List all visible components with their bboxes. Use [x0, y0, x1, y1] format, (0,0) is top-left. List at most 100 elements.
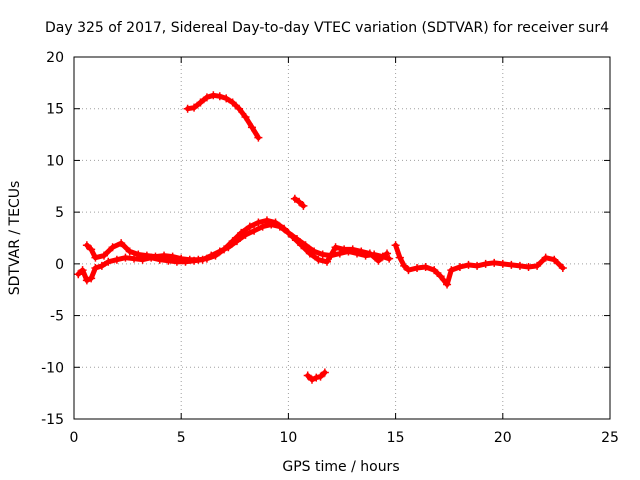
y-tick-label: 15 [46, 102, 64, 118]
y-tick-label: 10 [46, 153, 64, 169]
data-point-marker [91, 253, 100, 262]
data-point-marker [130, 254, 139, 263]
series-arc-low [303, 368, 329, 384]
data-point-marker [443, 280, 452, 289]
data-point-marker [112, 255, 121, 264]
data-point-marker [507, 260, 516, 269]
data-point-marker [436, 272, 445, 281]
y-axis-label: SDTVAR / TECUs [7, 181, 23, 296]
data-point-marker [550, 255, 559, 264]
data-point-marker [254, 133, 263, 142]
data-point-marker [241, 112, 250, 121]
data-point-marker [245, 222, 254, 231]
data-point-marker [413, 263, 422, 272]
data-point-marker [280, 224, 289, 233]
data-point-marker [235, 104, 244, 113]
data-point-marker [194, 255, 203, 264]
data-point-marker [91, 263, 100, 272]
x-axis-label: GPS time / hours [282, 459, 399, 475]
data-point-marker [297, 241, 306, 250]
y-tick-label: 5 [55, 205, 64, 221]
data-point-marker [455, 262, 464, 271]
data-point-marker [295, 197, 304, 206]
data-point-marker [121, 253, 130, 262]
data-point-marker [558, 263, 567, 272]
y-tick-label: -5 [50, 309, 64, 325]
data-point-marker [228, 237, 237, 246]
data-point-marker [220, 245, 229, 254]
data-point-marker [404, 266, 413, 275]
data-point-marker [134, 250, 143, 259]
data-point-marker [190, 103, 199, 112]
data-point-marker [247, 123, 256, 132]
data-point-marker [168, 252, 177, 261]
data-point-marker [340, 245, 349, 254]
plot-frame [73, 56, 611, 420]
x-tick-label: 5 [177, 430, 186, 446]
data-point-marker [314, 255, 323, 264]
x-tick-label: 0 [70, 430, 79, 446]
data-point-marker [211, 251, 220, 260]
data-point-marker [331, 243, 340, 252]
data-point-marker [288, 232, 297, 241]
data-point-marker [385, 254, 394, 263]
series-band [185, 92, 261, 141]
data-point-marker [262, 216, 271, 225]
data-point-marker [383, 249, 392, 258]
data-point-marker [151, 252, 160, 261]
x-tick-label: 10 [279, 430, 297, 446]
data-point-marker [348, 245, 357, 254]
data-point-marker [87, 245, 96, 254]
data-point-marker [82, 241, 91, 250]
x-tick-label: 20 [494, 430, 512, 446]
y-tick-label: -15 [41, 412, 64, 428]
data-point-marker [305, 249, 314, 258]
data-point-marker [142, 251, 151, 260]
data-point-marker [125, 247, 134, 256]
data-point-marker [74, 270, 83, 279]
data-point-marker [215, 92, 224, 101]
data-point-marker [515, 261, 524, 270]
y-tick-label: 0 [55, 257, 64, 273]
data-point-marker [395, 253, 404, 262]
data-point-marker [78, 266, 87, 275]
series-arc-high [183, 91, 263, 142]
data-point-marker [117, 239, 126, 248]
data-point-marker [108, 243, 117, 252]
data-point-marker [237, 228, 246, 237]
data-point-marker [290, 194, 299, 203]
data-point-marker [498, 259, 507, 268]
x-tick-label: 25 [601, 430, 619, 446]
data-point-marker [228, 98, 237, 107]
series-arc-short [290, 194, 308, 210]
data-point-marker [421, 262, 430, 271]
data-point-marker [400, 261, 409, 270]
data-point-marker [464, 260, 473, 269]
series-arc-main-3 [391, 241, 567, 289]
data-point-marker [185, 255, 194, 264]
data-point-marker [316, 372, 325, 381]
data-point-marker [97, 261, 106, 270]
x-tick-label: 15 [387, 430, 405, 446]
data-point-marker [160, 251, 169, 260]
data-point-marker [322, 257, 331, 266]
data-point-marker [533, 261, 542, 270]
data-point-marker [250, 226, 259, 235]
data-point-marker [299, 201, 308, 210]
data-point-marker [82, 276, 91, 285]
data-point-marker [202, 254, 211, 263]
data-point-marker [196, 98, 205, 107]
data-point-marker [374, 256, 383, 265]
data-point-marker [222, 94, 231, 103]
data-point-marker [447, 266, 456, 275]
data-point-marker [307, 375, 316, 384]
data-point-marker [254, 218, 263, 227]
axis-ticks: 0 5 10 15 20 25 -15 -10 -5 0 5 10 15 20 [41, 50, 619, 446]
data-point-marker [312, 373, 321, 382]
data-point-marker [391, 241, 400, 250]
data-point-marker [541, 253, 550, 262]
data-point-marker [209, 91, 218, 100]
data-point-marker [320, 368, 329, 377]
data-point-marker [104, 257, 113, 266]
